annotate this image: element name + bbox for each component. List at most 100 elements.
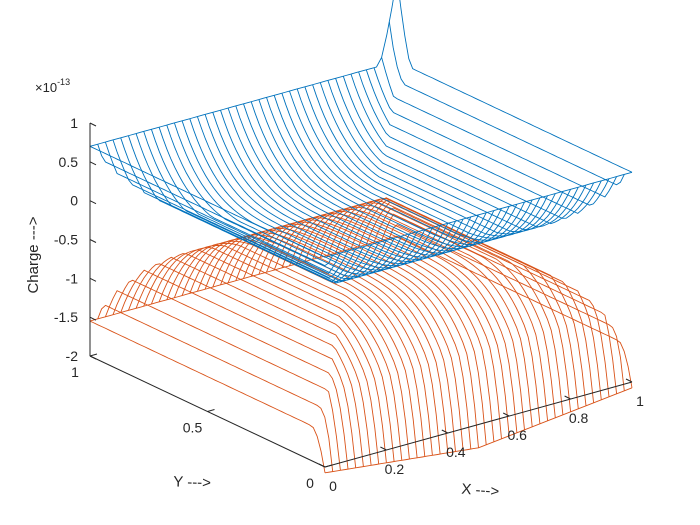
- charge-surface-red-line: [143, 253, 380, 465]
- charge-surface-red-line: [381, 213, 618, 394]
- charge-surface-red-line: [220, 230, 456, 452]
- charge-surface-blue-line: [150, 129, 387, 282]
- charge-surface-red-line: [97, 304, 334, 472]
- z-tick-label: 0: [70, 193, 78, 209]
- charge-surface-red-line: [327, 200, 564, 415]
- y-tick-label: 0: [306, 475, 314, 491]
- y-axis-label: Y --->: [173, 473, 211, 491]
- z-tick-label: 0.5: [59, 154, 79, 170]
- charge-surface-red-line: [373, 207, 610, 397]
- charge-surface-blue-line: [227, 107, 464, 260]
- z-tick-label: -0.5: [54, 232, 78, 248]
- charge-surface-red-line: [266, 217, 502, 439]
- charge-surface-blue-line: [319, 82, 556, 235]
- axis-labels: X ---> Y ---> Charge ---> ×10-13: [25, 77, 500, 500]
- z-tick-label: 1: [70, 115, 78, 131]
- z-tick-mark: [89, 161, 97, 166]
- charge-surface-blue-line: [365, 69, 602, 214]
- charge-surface-red-line: [388, 224, 625, 391]
- charge-surface-red-line: [296, 208, 533, 427]
- z-tick-mark: [89, 122, 97, 127]
- charge-surface-blue-line: [220, 110, 456, 262]
- charge-surface-blue-line: [296, 88, 533, 241]
- x-axis-line: [324, 381, 633, 468]
- charge-surface-blue-line: [104, 141, 341, 274]
- charge-surface-red-line: [173, 242, 410, 460]
- charge-surface-blue-line: [127, 135, 364, 283]
- z-tick-mark: [89, 239, 97, 243]
- z-tick-mark: [89, 316, 97, 321]
- charge-surface-blue-line: [342, 76, 579, 228]
- charge-surface-blue-line: [189, 118, 426, 271]
- charge-surface-red-line: [135, 256, 372, 466]
- charge-surface-red: [89, 197, 633, 474]
- charge-surface-blue-line: [273, 95, 510, 248]
- charge-surface-blue-line: [312, 84, 549, 237]
- z-tick-label: -2: [66, 348, 79, 364]
- charge-surface-blue-line: [204, 114, 441, 267]
- charge-surface-red-line: [104, 290, 341, 471]
- charge-surface-red-line: [89, 320, 326, 473]
- z-multiplier-exponent: -13: [57, 77, 70, 87]
- charge-surface-red-line: [166, 244, 403, 461]
- z-multiplier-base: ×10: [35, 80, 57, 95]
- x-tick-mark: [625, 378, 633, 383]
- x-tick-mark: [380, 446, 387, 451]
- charge-surface-blue-line: [212, 112, 449, 265]
- x-axis-label: X --->: [461, 481, 500, 501]
- x-tick-label: 1: [636, 393, 644, 409]
- charge-surface-blue-line: [158, 127, 395, 279]
- surface-meshes: [89, 0, 633, 474]
- charge-surface-blue-line: [250, 101, 487, 254]
- x-tick-label: 0.8: [569, 410, 589, 426]
- x-tick-mark: [564, 395, 571, 400]
- x-tick-mark: [502, 412, 510, 417]
- x-tick-label: 0: [329, 478, 337, 494]
- charge-surface-blue-line: [166, 124, 403, 277]
- z-tick-mark: [89, 200, 97, 205]
- charge-surface-red-line: [120, 269, 357, 468]
- charge-surface-red-line: [358, 199, 595, 403]
- charge-surface-blue-line: [304, 86, 541, 239]
- x-tick-label: 0.4: [446, 444, 466, 460]
- charge-surface-blue-line: [143, 131, 380, 283]
- charge-surface-blue-line: [135, 133, 372, 284]
- charge-surface-blue-line: [289, 90, 525, 243]
- charge-surface-blue-line: [281, 93, 518, 245]
- z-axis-multiplier: ×10-13: [35, 77, 70, 95]
- charge-surface-blue-line: [243, 103, 479, 256]
- charge-surface-red-edge: [324, 387, 633, 474]
- axes: 0 0.2 0.4 0.6 0.8 1 0 0.5 1 1 0.5 0 -0.5 -1 -1.5 -2: [54, 115, 644, 494]
- charge-surface-red-line: [189, 238, 426, 457]
- z-axis-label: Charge --->: [25, 216, 42, 293]
- charge-surface-blue-line: [388, 21, 625, 186]
- charge-surface-blue-line: [235, 105, 472, 258]
- charge-surface-blue-edge: [324, 171, 633, 258]
- charge-surface-blue-line: [266, 97, 502, 250]
- y-tick-mark: [89, 353, 98, 357]
- x-tick-mark: [318, 463, 326, 468]
- charge-surface-blue: [89, 0, 633, 284]
- charge-surface-red-line: [112, 279, 349, 470]
- charge-surface-blue-line: [373, 67, 610, 206]
- x-tick-mark: [441, 429, 449, 434]
- charge-surface-red-line: [127, 263, 364, 467]
- charge-surface-blue-line: [173, 122, 410, 275]
- charge-surface-blue-line: [181, 120, 418, 273]
- charge-surface-blue-line: [381, 57, 618, 198]
- charge-surface-blue-line: [335, 78, 572, 231]
- charge-surface-blue-line: [196, 116, 433, 269]
- charge-surface-blue-line: [350, 73, 587, 225]
- charge-surface-red-line: [212, 232, 449, 453]
- y-tick-mark: [324, 464, 333, 468]
- z-tick-mark: [89, 355, 97, 360]
- charge-surface-red-line: [196, 236, 433, 456]
- z-tick-label: -1.5: [54, 309, 78, 325]
- charge-surface-blue-line: [358, 71, 595, 219]
- charge-surface-blue-line: [112, 139, 349, 278]
- charge-surface-blue-edge: [89, 0, 394, 147]
- y-tick-mark: [207, 409, 215, 412]
- y-tick-label: 1: [71, 364, 79, 380]
- charge-surface-blue-line: [399, 0, 633, 173]
